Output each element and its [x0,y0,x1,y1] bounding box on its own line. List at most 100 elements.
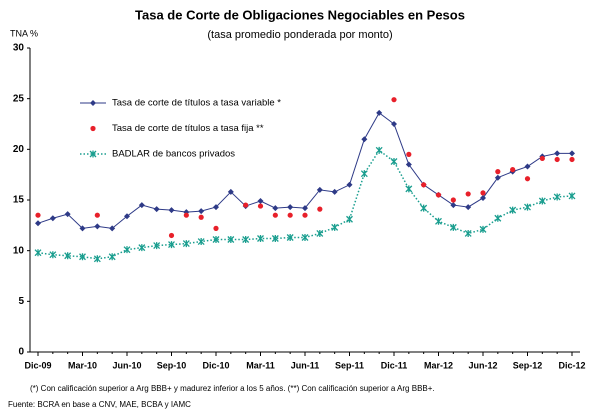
marker [406,151,412,157]
y-tick-label: 30 [13,43,25,54]
marker [94,223,101,230]
marker [450,197,456,203]
marker [346,181,353,188]
marker [153,206,160,213]
marker [286,233,294,241]
source: Fuente: BCRA en base a CNV, MAE, BCBA y … [8,400,191,409]
x-tick-label: Dic-10 [202,360,229,370]
marker [212,236,220,244]
y-tick-label: 0 [18,347,24,358]
marker [435,217,442,225]
marker [257,235,264,243]
marker [287,204,294,211]
marker [494,174,501,181]
marker [510,167,516,173]
x-tick-label: Mar-12 [424,360,453,370]
marker [35,212,41,218]
marker [138,244,146,252]
marker [64,211,71,218]
marker [271,235,279,243]
marker [568,192,576,200]
marker [390,157,398,165]
marker [138,202,145,209]
marker [450,202,457,209]
marker [79,225,86,232]
marker [34,249,42,257]
marker [554,156,560,163]
marker [524,203,531,211]
marker [272,205,279,212]
marker [168,207,175,214]
y-tick-label: 20 [13,144,25,155]
marker [391,121,397,127]
marker [242,236,250,244]
marker [538,197,546,205]
marker [553,193,561,201]
marker [539,155,545,162]
marker [213,225,219,231]
marker [227,236,235,244]
marker [272,212,278,218]
y-tick-label: 15 [13,195,25,206]
marker [480,194,486,201]
x-tick-label: Mar-11 [246,360,275,370]
marker [168,232,175,239]
marker [35,220,41,227]
marker [465,191,471,197]
marker [464,229,472,237]
marker [123,246,131,254]
marker [480,190,486,196]
marker [124,213,130,220]
marker [391,97,397,103]
x-tick-label: Sep-11 [335,360,364,370]
marker [168,241,175,249]
marker [316,229,324,237]
chart-title: Tasa de Corte de Obligaciones Negociable… [135,7,465,22]
marker [494,214,502,222]
marker [90,100,96,106]
y-tick-label: 10 [13,245,25,256]
marker [376,109,383,116]
marker [198,208,205,215]
x-tick-label: Jun-12 [468,360,497,370]
y-tick-label: 25 [13,93,25,104]
x-tick-label: Jun-10 [112,360,141,370]
marker [213,204,219,211]
marker [257,198,264,205]
marker [183,212,189,218]
marker [316,186,323,193]
marker [421,182,427,188]
marker [64,252,72,260]
marker [495,169,501,175]
marker [569,156,575,163]
marker [197,238,205,246]
marker [109,225,116,232]
marker [465,204,472,211]
marker [405,185,413,193]
marker [79,253,86,261]
marker [435,192,442,198]
footnote: (*) Con calificación superior a Arg BBB+… [30,384,435,393]
marker [301,233,309,241]
marker [94,212,100,218]
marker [227,188,234,195]
x-tick-label: Dic-12 [558,360,585,370]
marker [479,225,487,233]
marker [49,215,56,222]
marker [361,136,368,143]
marker [49,251,57,259]
x-tick-label: Sep-10 [157,360,187,370]
marker [524,176,531,182]
marker [93,255,101,263]
legend-label: Tasa de corte de títulos a tasa fija ** [112,123,264,134]
marker [302,212,308,218]
marker [243,202,249,208]
marker [554,150,561,157]
marker [153,242,161,250]
marker [509,206,517,214]
marker [108,253,116,261]
y-axis-label: TNA % [10,28,38,38]
series-line [37,149,573,260]
marker [287,212,293,218]
